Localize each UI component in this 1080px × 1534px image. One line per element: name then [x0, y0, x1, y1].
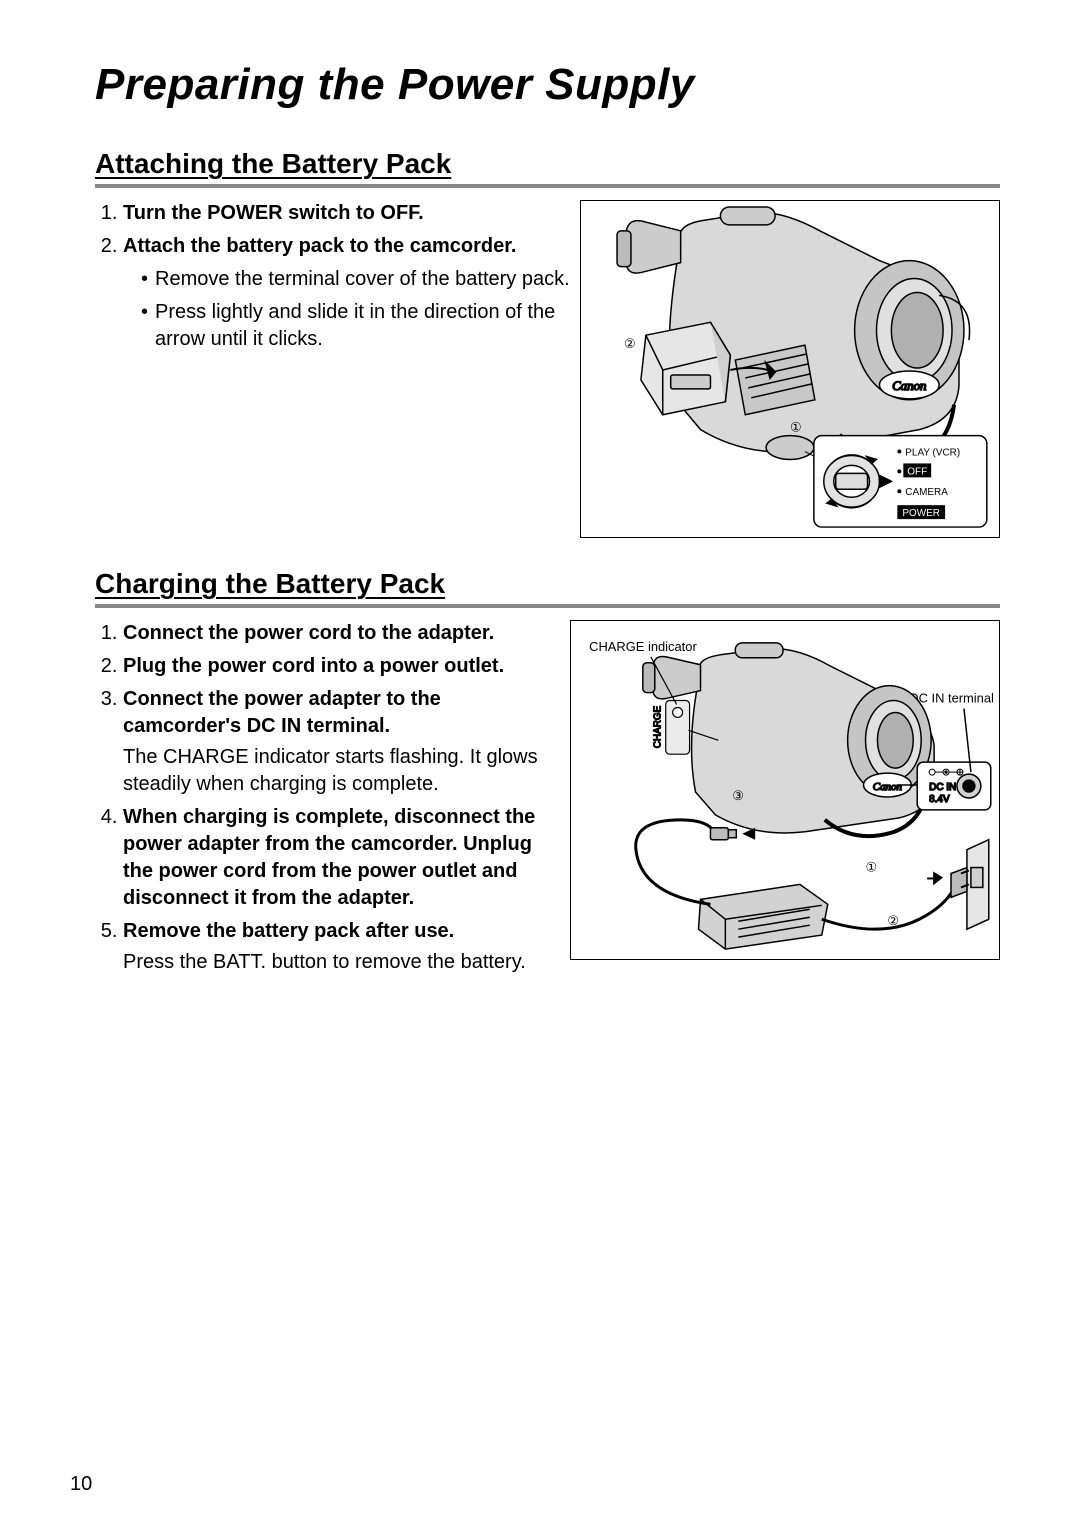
- svg-text:Canon: Canon: [873, 781, 902, 793]
- attach-step-1-head: Turn the POWER switch to OFF.: [123, 202, 424, 224]
- attach-step-2: Attach the battery pack to the camcorder…: [123, 233, 570, 353]
- fig2-marker-1: ①: [866, 860, 878, 875]
- charge-step-2: Plug the power cord into a power outlet.: [123, 653, 560, 680]
- page-number: 10: [70, 1473, 92, 1496]
- attach-bullet-1: Remove the terminal cover of the battery…: [141, 266, 570, 293]
- dc-in-small-label: DC IN: [929, 782, 956, 793]
- charge-step-3: Connect the power adapter to the camcord…: [123, 686, 560, 798]
- charge-step-2-head: Plug the power cord into a power outlet.: [123, 655, 504, 677]
- figure-charge: CHARGE indicator DC IN terminal Canon: [570, 620, 1000, 960]
- attach-step-2-head: Attach the battery pack to the camcorder…: [123, 235, 516, 257]
- dial-label-off: OFF: [907, 466, 927, 477]
- dc-in-terminal-label: DC IN terminal: [909, 691, 994, 706]
- svg-text:Canon: Canon: [892, 378, 926, 393]
- attach-bullet-2: Press lightly and slide it in the direct…: [141, 299, 570, 353]
- charge-step-5: Remove the battery pack after use. Press…: [123, 918, 560, 976]
- charge-vertical-label: CHARGE: [653, 705, 664, 748]
- charge-illustration: CHARGE indicator DC IN terminal Canon: [570, 620, 1000, 960]
- figure-attach: Canon: [580, 200, 1000, 538]
- charge-indicator-label: CHARGE indicator: [589, 639, 697, 654]
- dial-label-play: PLAY (VCR): [905, 447, 960, 458]
- attach-steps: Turn the POWER switch to OFF. Attach the…: [95, 200, 570, 353]
- dc-voltage-label: 8.4V: [929, 794, 950, 805]
- power-dial-inset: PLAY (VCR) OFF CAMERA POWER: [814, 436, 987, 527]
- section-charge-text: Connect the power cord to the adapter. P…: [95, 620, 560, 982]
- section-attach-row: Turn the POWER switch to OFF. Attach the…: [95, 200, 1000, 538]
- charge-step-4: When charging is complete, disconnect th…: [123, 804, 560, 912]
- charge-step-3-head: Connect the power adapter to the camcord…: [123, 688, 441, 737]
- charge-step-1: Connect the power cord to the adapter.: [123, 620, 560, 647]
- charge-step-5-head: Remove the battery pack after use.: [123, 920, 454, 942]
- charge-step-4-head: When charging is complete, disconnect th…: [123, 806, 535, 909]
- fig2-marker-2: ②: [887, 913, 899, 928]
- fig2-marker-3: ③: [732, 788, 744, 803]
- section-attach-text: Turn the POWER switch to OFF. Attach the…: [95, 200, 570, 359]
- dial-label-power: POWER: [902, 508, 940, 519]
- charge-step-5-body: Press the BATT. button to remove the bat…: [123, 949, 560, 976]
- section-charge-title: Charging the Battery Pack: [95, 568, 1000, 608]
- fig1-marker-1: ①: [790, 420, 802, 435]
- attach-illustration: Canon: [580, 200, 1000, 538]
- charge-step-1-head: Connect the power cord to the adapter.: [123, 622, 494, 644]
- fig1-marker-2: ②: [624, 336, 636, 351]
- section-attach-title: Attaching the Battery Pack: [95, 148, 1000, 188]
- dial-label-camera: CAMERA: [905, 487, 948, 498]
- attach-step-2-bullets: Remove the terminal cover of the battery…: [123, 266, 570, 353]
- attach-step-1: Turn the POWER switch to OFF.: [123, 200, 570, 227]
- section-charge-row: Connect the power cord to the adapter. P…: [95, 620, 1000, 982]
- charge-steps: Connect the power cord to the adapter. P…: [95, 620, 560, 976]
- charge-step-3-body: The CHARGE indicator starts flashing. It…: [123, 744, 560, 798]
- page-title: Preparing the Power Supply: [95, 60, 1000, 110]
